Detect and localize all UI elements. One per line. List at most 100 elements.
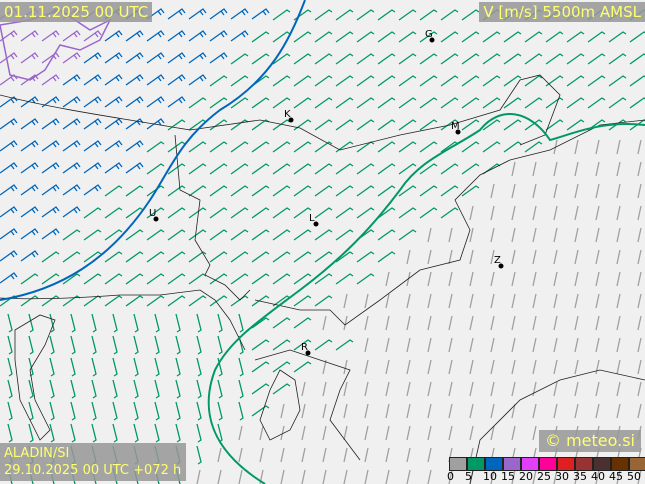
wind-barb — [167, 251, 186, 263]
wind-barb — [251, 141, 270, 153]
city-label: U — [149, 208, 156, 219]
wind-barb — [28, 379, 34, 399]
wind-barb — [419, 31, 438, 43]
wind-barb — [490, 359, 495, 375]
wind-barb — [209, 295, 228, 307]
city-dot — [455, 129, 461, 135]
wind-barb — [125, 273, 144, 285]
legend-swatch — [521, 457, 539, 471]
wind-barb — [167, 119, 186, 131]
wind-barb — [20, 118, 39, 130]
wind-barb — [230, 30, 249, 42]
wind-barb — [532, 425, 537, 441]
wind-barb — [125, 140, 144, 152]
wind-barb — [406, 403, 411, 419]
city-label: R — [301, 342, 308, 353]
wind-barb — [167, 141, 186, 153]
wind-barb — [490, 205, 495, 221]
wind-barb — [251, 163, 270, 175]
wind-barb — [469, 271, 474, 287]
city-markers: G K M U L Z R — [149, 29, 504, 356]
wind-barb — [511, 359, 516, 375]
wind-barb — [209, 207, 228, 219]
wind-barb — [272, 31, 291, 43]
wind-barb — [490, 293, 495, 309]
wind-barb — [461, 75, 480, 87]
wind-barb — [574, 249, 579, 265]
wind-barb — [301, 425, 306, 441]
wind-barb — [154, 379, 160, 399]
wind-barb — [125, 96, 144, 108]
wind-barb — [83, 273, 102, 285]
wind-barb — [238, 401, 244, 421]
borders — [0, 74, 645, 484]
wind-barb — [490, 183, 495, 199]
wind-barb — [175, 379, 181, 399]
wind-barb — [91, 335, 97, 355]
wind-barb — [49, 401, 55, 421]
wind-barb — [574, 403, 579, 419]
wind-barb — [272, 163, 291, 175]
legend-tick: 30 — [555, 470, 569, 483]
wind-barb — [293, 339, 312, 351]
wind-barb — [70, 379, 76, 399]
wind-barb — [574, 381, 579, 397]
wind-barb — [553, 381, 558, 397]
wind-barb — [230, 229, 249, 241]
wind-barb — [146, 52, 165, 64]
wind-barb — [280, 425, 285, 441]
wind-barb — [272, 273, 291, 285]
legend-tick: 0 — [447, 470, 454, 483]
wind-barb — [398, 9, 417, 21]
wind-barb — [637, 271, 642, 287]
legend-tick: 20 — [519, 470, 533, 483]
wind-barb — [272, 317, 291, 329]
wind-barb — [574, 139, 579, 155]
wind-barb — [385, 425, 390, 441]
wind-barb — [595, 337, 600, 353]
wind-barb — [545, 119, 564, 131]
wind-barb — [440, 53, 459, 65]
wind-barb — [104, 74, 123, 86]
wind-barb — [112, 313, 118, 333]
wind-barb — [20, 206, 39, 218]
wind-barb — [314, 31, 333, 43]
wind-barb — [566, 97, 585, 109]
wind-barb — [238, 357, 244, 377]
wind-barb — [595, 205, 600, 221]
wind-barb — [356, 9, 375, 21]
wind-barb — [511, 161, 516, 177]
wind-barb — [553, 469, 558, 484]
wind-barb — [196, 313, 202, 333]
wind-barb — [133, 335, 139, 355]
wind-barb — [112, 401, 118, 421]
wind-barb — [406, 249, 411, 265]
wind-barb — [364, 359, 369, 375]
wind-barb — [532, 469, 537, 484]
model-name: ALADIN/SI — [4, 446, 70, 461]
city-dot — [153, 216, 159, 222]
valid-time-label: 01.11.2025 00 UTC — [0, 2, 153, 22]
wind-barb — [637, 161, 642, 177]
wind-barb — [398, 229, 417, 241]
wind-barb — [104, 30, 123, 42]
wind-barb — [322, 315, 327, 331]
wind-barb — [104, 185, 123, 197]
wind-barb — [377, 141, 396, 153]
wind-barb — [125, 229, 144, 241]
wind-barb — [167, 30, 186, 42]
wind-barb — [188, 74, 207, 86]
wind-barb — [314, 251, 333, 263]
wind-barb — [188, 229, 207, 241]
wind-barb — [469, 425, 474, 441]
wind-barb — [230, 273, 249, 285]
wind-barb — [188, 295, 207, 307]
wind-barb — [377, 185, 396, 197]
wind-barb — [0, 250, 18, 262]
wind-barb — [209, 30, 228, 42]
wind-barb — [511, 293, 516, 309]
wind-barb — [448, 337, 453, 353]
wind-barb — [356, 163, 375, 175]
wind-barb — [196, 445, 202, 465]
